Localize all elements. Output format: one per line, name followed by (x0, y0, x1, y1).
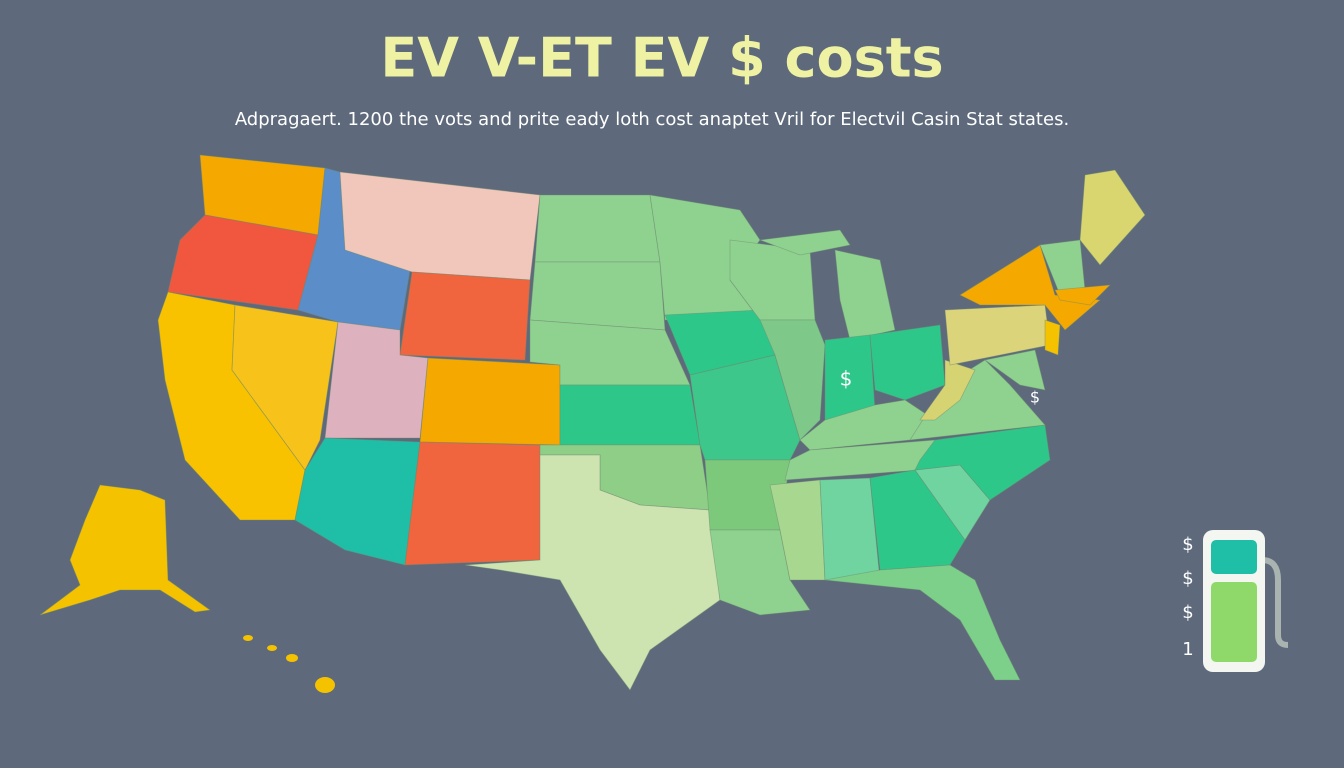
state (869, 324, 946, 401)
subtitle: Adpragaert. 1200 the vots and prite eady… (235, 109, 1069, 130)
state (419, 357, 561, 446)
state (231, 304, 339, 471)
title: EV V-ET EV $ costs (380, 27, 943, 90)
map-label: $ (840, 367, 853, 391)
state (824, 564, 1021, 681)
state (959, 244, 1101, 331)
state (404, 441, 541, 566)
legend-label: $ (1182, 568, 1193, 589)
state (529, 261, 666, 331)
legend-label: $ (1182, 602, 1193, 623)
state (759, 319, 826, 441)
island (267, 645, 277, 651)
state (399, 271, 531, 361)
state (819, 477, 881, 581)
state (39, 484, 212, 616)
state (1054, 284, 1112, 306)
hawaii (243, 635, 335, 693)
state (914, 424, 1051, 501)
battery-legend: $ $ $ 1 (1182, 530, 1289, 672)
island (243, 635, 253, 641)
legend-label: $ (1182, 534, 1193, 555)
us-map: $ $ (39, 154, 1146, 693)
island (315, 677, 335, 693)
legend-label: 1 (1182, 639, 1193, 660)
map-label: $ (1030, 388, 1040, 407)
battery-charge (1211, 582, 1257, 662)
state (464, 454, 721, 691)
state (869, 469, 966, 571)
state (759, 229, 851, 256)
state (559, 384, 701, 446)
state (534, 194, 661, 263)
state (167, 214, 319, 311)
battery-top (1211, 540, 1257, 574)
state (769, 479, 826, 581)
state (984, 349, 1046, 391)
island (286, 654, 298, 662)
state (919, 359, 976, 421)
state (1044, 319, 1061, 356)
cable (1261, 557, 1289, 648)
state (1079, 169, 1146, 266)
